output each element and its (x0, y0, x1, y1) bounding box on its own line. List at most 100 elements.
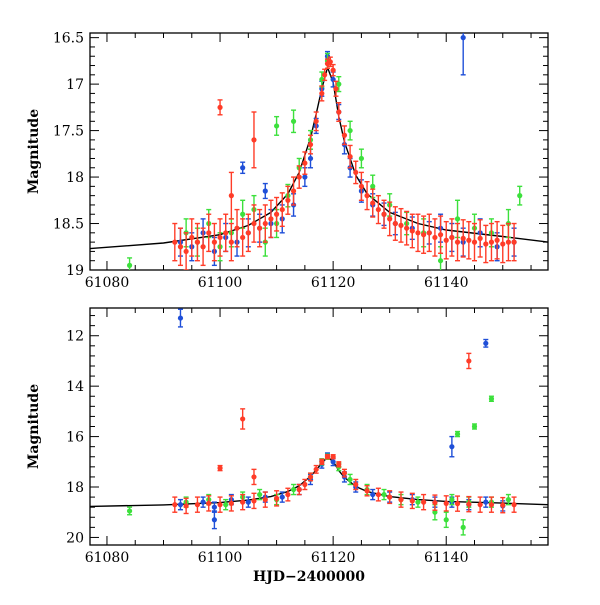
bottom-green-point (443, 517, 449, 523)
bottom-green-point (449, 497, 455, 503)
bottom-red-point (500, 502, 506, 508)
top-red-point (421, 232, 427, 238)
top-green-point (319, 76, 325, 83)
bottom-series-red (172, 352, 517, 515)
top-green-point (437, 258, 444, 264)
top-red-point (200, 244, 206, 250)
top-green-point (336, 81, 342, 87)
top-red-point (296, 174, 302, 180)
top-red-point (223, 230, 229, 236)
bottom-red-point (206, 500, 212, 506)
bottom-red-point (488, 502, 495, 508)
top-red-point (251, 137, 257, 143)
top-red-point (404, 225, 410, 231)
top-red-point (268, 216, 274, 222)
bottom-red-point (172, 502, 178, 508)
top-red-point (172, 239, 178, 245)
top-red-point (370, 200, 376, 206)
top-red-point (347, 154, 353, 160)
top-y-tick-label: 16.5 (53, 31, 84, 47)
top-axes-frame (89, 32, 549, 271)
top-red-point (327, 59, 333, 65)
top-blue-point (262, 188, 268, 194)
bottom-axes-frame (89, 307, 549, 546)
bottom-x-tick-label: 61100 (198, 550, 243, 566)
bottom-blue-point (245, 499, 251, 505)
bottom-red-point (466, 358, 472, 364)
bottom-green-point (488, 396, 495, 402)
bottom-red-point (466, 501, 472, 507)
bottom-red-point (454, 501, 461, 507)
top-x-tick-label: 61100 (198, 275, 243, 291)
top-y-tick-label: 18 (66, 170, 84, 186)
top-red-point (234, 225, 240, 231)
bottom-red-point (398, 497, 404, 503)
top-red-point (483, 241, 489, 247)
top-y-tick-label: 17 (66, 77, 84, 93)
bottom-red-point (296, 486, 302, 493)
bottom-red-point (251, 498, 257, 504)
bottom-red-point (183, 503, 189, 509)
top-red-point (488, 239, 495, 245)
top-red-point (189, 234, 195, 241)
bottom-green-point (223, 502, 229, 508)
top-red-point (273, 211, 280, 217)
top-red-point (228, 239, 234, 245)
bottom-model-curve (90, 456, 548, 508)
bottom-red-point (387, 494, 393, 500)
bottom-red-point (421, 499, 427, 505)
bottom-red-point (240, 499, 246, 505)
top-red-point (381, 211, 387, 217)
top-red-point (443, 237, 449, 243)
bottom-green-point (290, 486, 297, 493)
bottom-red-point (273, 495, 280, 501)
bottom-red-point (341, 470, 348, 476)
bottom-y-tick-label: 16 (66, 430, 84, 446)
top-red-point (449, 234, 455, 241)
bottom-red-point (240, 416, 246, 422)
top-series-red (172, 56, 517, 270)
bottom-green-point (347, 476, 353, 483)
top-red-point (217, 234, 223, 241)
bottom-red-point (443, 500, 449, 506)
top-red-point (245, 230, 251, 236)
top-red-point (240, 234, 246, 241)
top-red-point (228, 193, 234, 199)
bottom-y-tick-label: 18 (66, 480, 84, 496)
bottom-x-tick-label: 61120 (311, 550, 356, 566)
top-blue-point (307, 155, 314, 162)
top-red-point (500, 241, 506, 247)
top-green-point (454, 216, 461, 222)
bottom-blue-point (211, 517, 217, 523)
bottom-blue-point (449, 444, 455, 450)
bottom-data-area (90, 308, 548, 536)
bottom-red-point (217, 502, 223, 508)
top-y-tick-label: 17.5 (53, 124, 84, 140)
top-red-point (505, 239, 512, 245)
bottom-red-point (375, 491, 381, 498)
top-x-tick-label: 61080 (85, 275, 130, 291)
bottom-y-axis-label: Magnitude (26, 384, 42, 469)
top-green-point (290, 118, 297, 124)
top-red-point (477, 235, 483, 241)
bottom-red-point (336, 461, 342, 467)
bottom-red-point (251, 474, 257, 480)
top-red-point (217, 104, 223, 110)
bottom-x-axis-label: HJD−2400000 (253, 569, 365, 585)
top-red-point (257, 225, 263, 231)
top-green-point (370, 183, 376, 189)
bottom-y-tick-label: 20 (66, 530, 84, 546)
top-green-point (358, 155, 365, 162)
top-red-point (307, 141, 314, 148)
top-model-curve (90, 65, 548, 250)
bottom-blue-point (483, 340, 489, 346)
top-y-axis-label: Magnitude (26, 109, 42, 194)
top-red-point (206, 230, 212, 236)
top-red-point (471, 239, 478, 245)
top-red-point (177, 244, 184, 250)
bottom-red-point (302, 481, 308, 488)
top-green-point (347, 127, 353, 134)
top-red-point (251, 220, 257, 227)
top-red-point (330, 67, 336, 73)
